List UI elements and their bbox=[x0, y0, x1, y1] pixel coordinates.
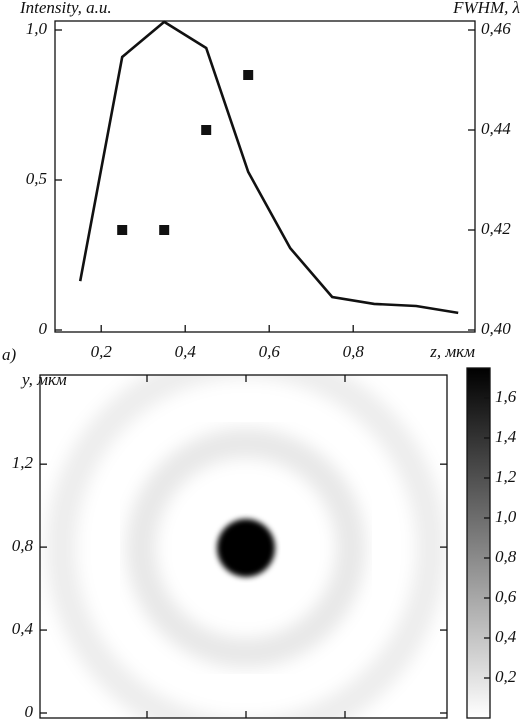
colorbar-tick-label: 0,8 bbox=[495, 547, 517, 566]
colorbar-tick-label: 1,0 bbox=[495, 507, 517, 526]
y2-tick-label: 0,46 bbox=[481, 19, 511, 38]
x-axis-title: z, мкм bbox=[429, 342, 475, 361]
y-tick-label: 0 bbox=[25, 702, 34, 721]
x-tick-label: 0,6 bbox=[259, 342, 281, 361]
x-tick-marks bbox=[146, 375, 346, 718]
y-tick-label: 1,2 bbox=[12, 453, 34, 472]
y-tick-label: 0 bbox=[39, 319, 48, 338]
x-tick-label: 0,2 bbox=[91, 342, 113, 361]
colorbar-tick-label: 1,2 bbox=[495, 467, 517, 486]
y-axis-title: Intensity, a.u. bbox=[19, 0, 112, 17]
y2-axis-title: FWHM, λ bbox=[452, 0, 520, 17]
colorbar-tick-label: 1,4 bbox=[495, 427, 517, 446]
y-tick-label: 0,5 bbox=[26, 169, 47, 188]
y-tick-label: 0,4 bbox=[12, 619, 34, 638]
y2-tick-label: 0,44 bbox=[481, 119, 511, 138]
x-tick-label: 0,4 bbox=[175, 342, 197, 361]
fwhm-point bbox=[201, 125, 212, 135]
y-axis-title: y, мкм bbox=[20, 370, 67, 389]
y2-tick-label: 0,40 bbox=[481, 319, 511, 338]
fwhm-point bbox=[159, 225, 170, 235]
intensity-line bbox=[78, 20, 459, 315]
plot-frame bbox=[54, 20, 476, 333]
fwhm-point bbox=[243, 70, 254, 80]
colorbar bbox=[466, 367, 491, 719]
colorbar-tick-label: 1,6 bbox=[495, 387, 517, 406]
y2-tick-label: 0,42 bbox=[481, 219, 511, 238]
panel-label: a) bbox=[2, 345, 17, 364]
colorbar-tick-label: 0,2 bbox=[495, 667, 517, 686]
colorbar-tick-label: 0,4 bbox=[495, 627, 517, 646]
colorbar-tick-label: 0,6 bbox=[495, 587, 517, 606]
y-tick-label: 0,8 bbox=[12, 536, 34, 555]
x-tick-label: 0,8 bbox=[343, 342, 365, 361]
y-tick-label: 1,0 bbox=[26, 19, 48, 38]
fwhm-point bbox=[117, 225, 128, 235]
heatmap-image bbox=[40, 375, 447, 718]
